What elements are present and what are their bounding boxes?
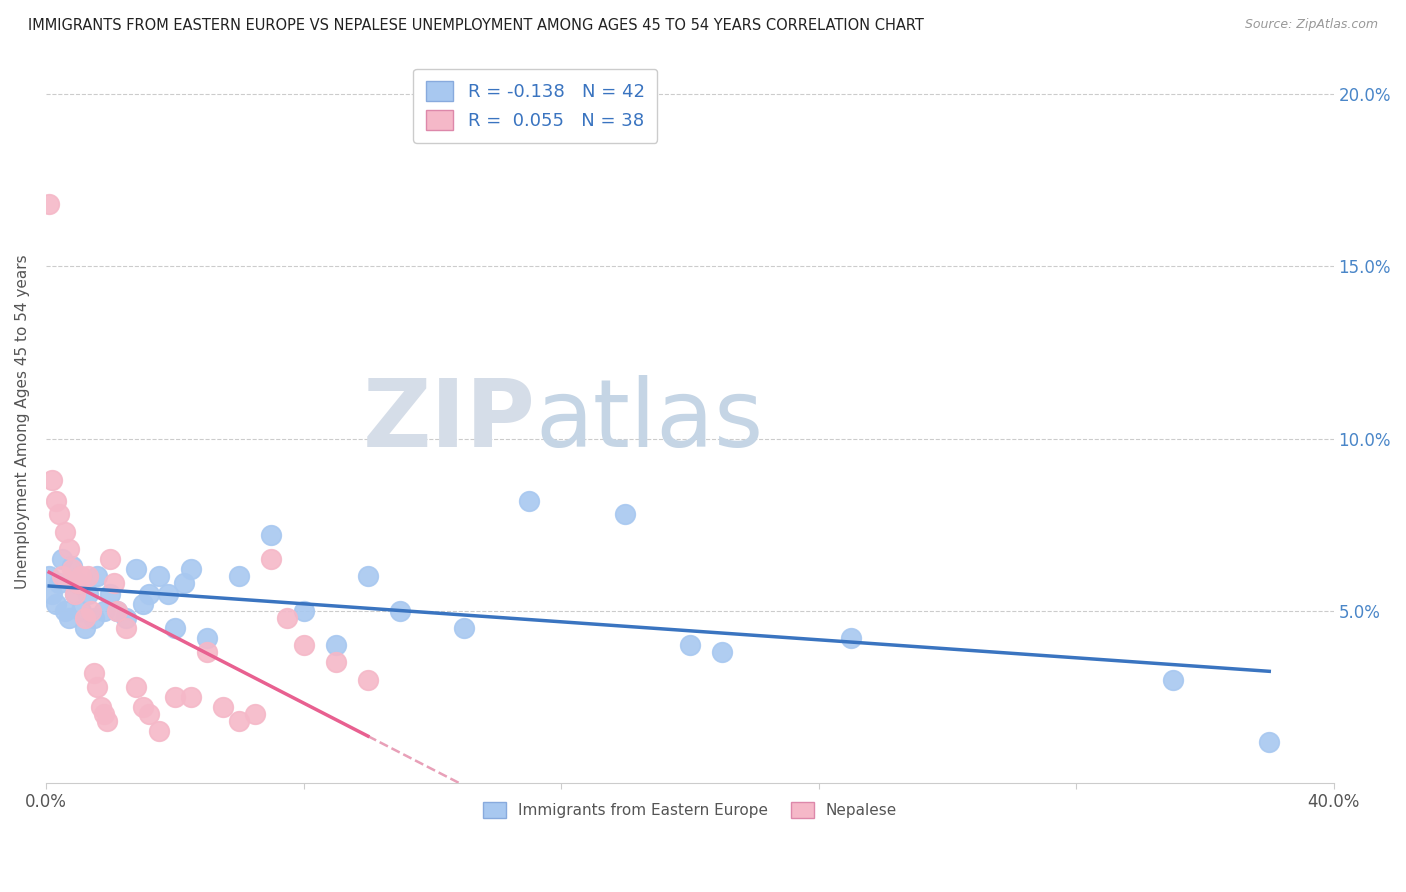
Point <box>105 604 128 618</box>
Point <box>163 690 186 704</box>
Point <box>453 621 475 635</box>
Point <box>76 569 98 583</box>
Point <box>180 690 202 704</box>
Point <box>357 673 380 687</box>
Point <box>73 621 96 635</box>
Point <box>276 610 298 624</box>
Point <box>180 562 202 576</box>
Point <box>38 197 60 211</box>
Point <box>228 569 250 583</box>
Point <box>63 586 86 600</box>
Point <box>51 552 73 566</box>
Text: ZIP: ZIP <box>363 376 536 467</box>
Point <box>357 569 380 583</box>
Point <box>131 700 153 714</box>
Point <box>60 559 83 574</box>
Point <box>138 586 160 600</box>
Point <box>86 569 108 583</box>
Point <box>1161 673 1184 687</box>
Point <box>517 493 540 508</box>
Point <box>228 714 250 728</box>
Point <box>125 680 148 694</box>
Point <box>260 552 283 566</box>
Point <box>245 707 267 722</box>
Point <box>58 610 80 624</box>
Point <box>148 569 170 583</box>
Point <box>83 610 105 624</box>
Point <box>1258 735 1281 749</box>
Point <box>679 638 702 652</box>
Point <box>58 541 80 556</box>
Point <box>614 508 637 522</box>
Point <box>53 604 76 618</box>
Point <box>73 610 96 624</box>
Point <box>292 604 315 618</box>
Point <box>70 569 93 583</box>
Point <box>67 576 90 591</box>
Text: Source: ZipAtlas.com: Source: ZipAtlas.com <box>1244 18 1378 31</box>
Point <box>41 473 63 487</box>
Point <box>115 621 138 635</box>
Point <box>212 700 235 714</box>
Point <box>839 632 862 646</box>
Point <box>148 724 170 739</box>
Point <box>195 645 218 659</box>
Legend: Immigrants from Eastern Europe, Nepalese: Immigrants from Eastern Europe, Nepalese <box>475 794 904 826</box>
Point <box>45 493 67 508</box>
Point <box>90 700 112 714</box>
Point <box>325 638 347 652</box>
Point <box>41 586 63 600</box>
Point <box>98 552 121 566</box>
Point <box>131 597 153 611</box>
Point <box>76 586 98 600</box>
Point <box>163 621 186 635</box>
Point <box>98 586 121 600</box>
Point <box>157 586 180 600</box>
Point <box>67 576 90 591</box>
Point <box>96 714 118 728</box>
Text: atlas: atlas <box>536 376 763 467</box>
Point <box>48 508 70 522</box>
Point <box>86 680 108 694</box>
Point <box>260 528 283 542</box>
Point <box>105 604 128 618</box>
Point <box>389 604 412 618</box>
Point <box>292 638 315 652</box>
Point <box>80 604 103 618</box>
Point <box>70 604 93 618</box>
Point <box>195 632 218 646</box>
Point <box>711 645 734 659</box>
Point <box>38 569 60 583</box>
Point <box>60 562 83 576</box>
Point <box>93 604 115 618</box>
Point <box>48 576 70 591</box>
Y-axis label: Unemployment Among Ages 45 to 54 years: Unemployment Among Ages 45 to 54 years <box>15 254 30 589</box>
Point <box>173 576 195 591</box>
Point <box>83 665 105 680</box>
Point <box>125 562 148 576</box>
Point <box>45 597 67 611</box>
Point <box>93 707 115 722</box>
Point <box>53 524 76 539</box>
Point <box>103 576 125 591</box>
Point <box>51 569 73 583</box>
Point <box>325 656 347 670</box>
Text: IMMIGRANTS FROM EASTERN EUROPE VS NEPALESE UNEMPLOYMENT AMONG AGES 45 TO 54 YEAR: IMMIGRANTS FROM EASTERN EUROPE VS NEPALE… <box>28 18 924 33</box>
Point <box>138 707 160 722</box>
Point <box>63 586 86 600</box>
Point <box>115 610 138 624</box>
